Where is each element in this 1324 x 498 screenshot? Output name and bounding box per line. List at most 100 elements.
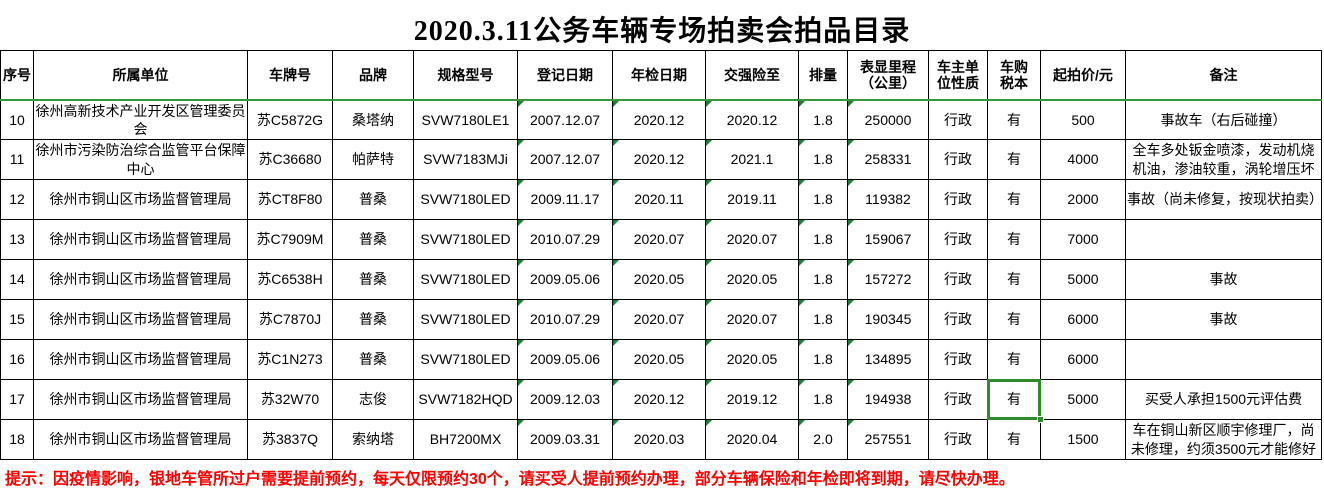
cell-unit[interactable]: 徐州高新技术产业开发区管理委员会 [33,99,248,140]
cell-reg_date[interactable]: 2007.12.07 [517,99,613,140]
cell-inspection_date[interactable]: 2020.12 [612,139,706,180]
cell-insurance_until[interactable]: 2020.04 [705,419,799,460]
cell-owner_type[interactable]: 行政 [928,179,988,220]
cell-tax_book[interactable]: 有 [987,419,1041,460]
cell-tax_book[interactable]: 有 [987,339,1041,380]
cell-mileage[interactable]: 159067 [847,219,929,260]
cell-seq[interactable]: 16 [0,339,34,380]
cell-brand[interactable]: 普桑 [332,179,414,220]
cell-reg_date[interactable]: 2009.11.17 [517,179,613,220]
cell-inspection_date[interactable]: 2020.11 [612,179,706,220]
cell-model[interactable]: SVW7180LED [413,179,518,220]
cell-insurance_until[interactable]: 2020.12 [705,99,799,140]
cell-brand[interactable]: 志俊 [332,379,414,420]
cell-mileage[interactable]: 250000 [847,99,929,140]
cell-brand[interactable]: 帕萨特 [332,139,414,180]
cell-plate[interactable]: 苏CT8F80 [247,179,333,220]
cell-mileage[interactable]: 190345 [847,299,929,340]
cell-displacement[interactable]: 1.8 [798,99,848,140]
cell-brand[interactable]: 普桑 [332,219,414,260]
cell-model[interactable]: SVW7182HQD [413,379,518,420]
cell-insurance_until[interactable]: 2019.12 [705,379,799,420]
cell-brand[interactable]: 普桑 [332,259,414,300]
cell-unit[interactable]: 徐州市铜山区市场监督管理局 [33,379,248,420]
cell-insurance_until[interactable]: 2019.11 [705,179,799,220]
cell-start_price[interactable]: 6000 [1040,299,1126,340]
cell-remarks[interactable]: 买受人承担1500元评估费 [1125,379,1322,420]
cell-model[interactable]: SVW7180LED [413,259,518,300]
cell-unit[interactable]: 徐州市铜山区市场监督管理局 [33,299,248,340]
cell-start_price[interactable]: 2000 [1040,179,1126,220]
cell-brand[interactable]: 索纳塔 [332,419,414,460]
cell-tax_book[interactable]: 有 [987,219,1041,260]
cell-tax_book[interactable]: 有 [987,99,1041,140]
cell-model[interactable]: SVW7180LED [413,339,518,380]
cell-plate[interactable]: 苏C5872G [247,99,333,140]
cell-remarks[interactable]: 事故 [1125,259,1322,300]
cell-brand[interactable]: 普桑 [332,299,414,340]
cell-reg_date[interactable]: 2009.03.31 [517,419,613,460]
cell-insurance_until[interactable]: 2020.05 [705,259,799,300]
cell-displacement[interactable]: 1.8 [798,139,848,180]
cell-unit[interactable]: 徐州市铜山区市场监督管理局 [33,219,248,260]
cell-tax_book[interactable]: 有 [987,139,1041,180]
cell-seq[interactable]: 18 [0,419,34,460]
cell-plate[interactable]: 苏3837Q [247,419,333,460]
cell-tax_book[interactable]: 有 [987,259,1041,300]
cell-displacement[interactable]: 1.8 [798,299,848,340]
cell-displacement[interactable]: 2.0 [798,419,848,460]
cell-displacement[interactable]: 1.8 [798,259,848,300]
cell-remarks[interactable] [1125,339,1322,380]
cell-reg_date[interactable]: 2009.05.06 [517,259,613,300]
cell-brand[interactable]: 桑塔纳 [332,99,414,140]
cell-start_price[interactable]: 5000 [1040,259,1126,300]
cell-remarks[interactable]: 事故 [1125,299,1322,340]
cell-model[interactable]: SVW7180LED [413,219,518,260]
cell-start_price[interactable]: 7000 [1040,219,1126,260]
cell-seq[interactable]: 11 [0,139,34,180]
cell-plate[interactable]: 苏C7870J [247,299,333,340]
cell-plate[interactable]: 苏C6538H [247,259,333,300]
cell-displacement[interactable]: 1.8 [798,179,848,220]
cell-insurance_until[interactable]: 2020.07 [705,299,799,340]
cell-remarks[interactable]: 事故车（右后碰撞） [1125,99,1322,140]
cell-unit[interactable]: 徐州市铜山区市场监督管理局 [33,339,248,380]
cell-start_price[interactable]: 1500 [1040,419,1126,460]
cell-inspection_date[interactable]: 2020.05 [612,259,706,300]
cell-mileage[interactable]: 119382 [847,179,929,220]
cell-reg_date[interactable]: 2010.07.29 [517,219,613,260]
cell-model[interactable]: SVW7183MJi [413,139,518,180]
cell-mileage[interactable]: 257551 [847,419,929,460]
cell-mileage[interactable]: 194938 [847,379,929,420]
cell-model[interactable]: SVW7180LE1 [413,99,518,140]
cell-plate[interactable]: 苏C7909M [247,219,333,260]
cell-start_price[interactable]: 500 [1040,99,1126,140]
cell-owner_type[interactable]: 行政 [928,139,988,180]
cell-inspection_date[interactable]: 2020.07 [612,219,706,260]
cell-displacement[interactable]: 1.8 [798,219,848,260]
cell-reg_date[interactable]: 2009.12.03 [517,379,613,420]
cell-unit[interactable]: 徐州市铜山区市场监督管理局 [33,179,248,220]
cell-seq[interactable]: 14 [0,259,34,300]
cell-brand[interactable]: 普桑 [332,339,414,380]
cell-remarks[interactable]: 全车多处钣金喷漆，发动机烧机油，渗油较重，涡轮增压坏 [1125,139,1322,180]
cell-remarks[interactable]: 车在铜山新区顺宇修理厂，尚未修理，约须3500元才能修好 [1125,419,1322,460]
cell-inspection_date[interactable]: 2020.12 [612,99,706,140]
cell-tax_book[interactable]: 有 [987,379,1044,423]
cell-unit[interactable]: 徐州市污染防治综合监管平台保障中心 [33,139,248,180]
cell-owner_type[interactable]: 行政 [928,219,988,260]
cell-seq[interactable]: 10 [0,99,34,140]
cell-start_price[interactable]: 5000 [1040,379,1126,420]
cell-model[interactable]: BH7200MX [413,419,518,460]
cell-unit[interactable]: 徐州市铜山区市场监督管理局 [33,419,248,460]
cell-inspection_date[interactable]: 2020.05 [612,339,706,380]
cell-seq[interactable]: 17 [0,379,34,420]
cell-tax_book[interactable]: 有 [987,299,1041,340]
cell-insurance_until[interactable]: 2021.1 [705,139,799,180]
cell-model[interactable]: SVW7180LED [413,299,518,340]
cell-owner_type[interactable]: 行政 [928,379,988,420]
cell-inspection_date[interactable]: 2020.07 [612,299,706,340]
cell-inspection_date[interactable]: 2020.03 [612,419,706,460]
cell-reg_date[interactable]: 2007.12.07 [517,139,613,180]
cell-unit[interactable]: 徐州市铜山区市场监督管理局 [33,259,248,300]
